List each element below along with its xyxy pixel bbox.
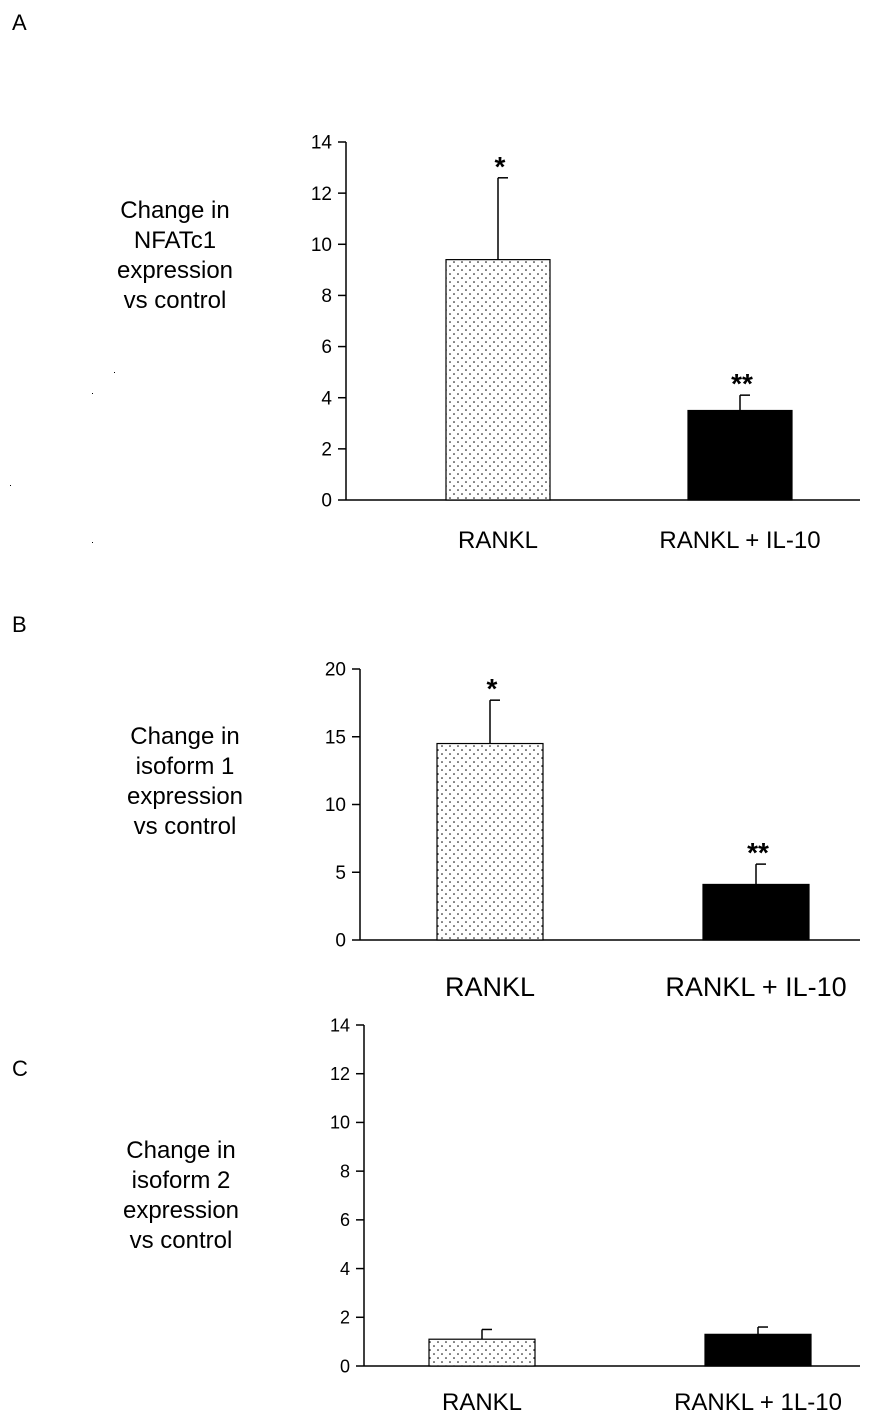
stray-mark bbox=[114, 372, 115, 373]
chart-panel-c: 0 2 4 6 8 10 12 14 RANKL RANKL + 1L-10 bbox=[330, 1015, 860, 1416]
y-tick-label: 0 bbox=[321, 491, 332, 512]
bar-1 bbox=[436, 742, 544, 941]
y-axis-label-c-line-2: isoform 2 bbox=[131, 1167, 231, 1194]
y-axis-label-a-line-4: vs control bbox=[123, 287, 227, 314]
y-tick-label: 4 bbox=[340, 1259, 350, 1279]
y-tick-label: 12 bbox=[311, 184, 332, 205]
y-tick-label: 0 bbox=[335, 931, 346, 952]
y-axis-label-b-line-4: vs control bbox=[133, 813, 237, 840]
y-axis-label-c-line-3: expression bbox=[122, 1197, 240, 1224]
y-tick-label: 2 bbox=[321, 440, 332, 461]
bar-2 bbox=[687, 409, 793, 501]
y-tick-label: 15 bbox=[325, 727, 346, 748]
y-tick-label: 10 bbox=[325, 795, 346, 816]
chart-panel-a: 0 2 4 6 8 10 12 14 * RANKL ** RANKL + IL-10 bbox=[311, 133, 860, 554]
y-tick-label: 12 bbox=[330, 1064, 350, 1084]
y-axis-label-a-line-3: expression bbox=[116, 257, 234, 284]
y-tick-label: 14 bbox=[311, 133, 333, 154]
significance-marker: ** bbox=[731, 368, 753, 399]
panel-letter-b: B bbox=[12, 612, 27, 637]
y-tick-label: 4 bbox=[321, 388, 332, 409]
panel-letter-a: A bbox=[12, 10, 27, 35]
significance-marker: ** bbox=[747, 837, 769, 868]
y-tick-label: 6 bbox=[321, 337, 332, 358]
y-axis-label-c: Change in isoform 2 expression vs contro… bbox=[86, 1136, 276, 1256]
y-tick-label: 5 bbox=[335, 863, 346, 884]
panel-letter-c: C bbox=[12, 1056, 28, 1081]
x-tick-label: RANKL bbox=[458, 527, 538, 554]
stray-mark bbox=[92, 542, 93, 543]
y-axis-label-c-line-4: vs control bbox=[129, 1227, 233, 1254]
x-tick-label: RANKL bbox=[442, 1389, 522, 1416]
y-tick-label: 14 bbox=[330, 1015, 350, 1035]
x-tick-label: RANKL + IL-10 bbox=[665, 972, 846, 1002]
y-tick-label: 8 bbox=[340, 1161, 350, 1181]
bar-1 bbox=[445, 259, 551, 501]
bar-2 bbox=[702, 883, 810, 941]
stray-mark bbox=[92, 393, 93, 394]
x-tick-label: RANKL + 1L-10 bbox=[674, 1389, 842, 1416]
y-axis-label-b-line-2: isoform 1 bbox=[135, 753, 235, 780]
y-axis-label-a-line-1: Change in bbox=[120, 197, 230, 224]
x-tick-label: RANKL bbox=[445, 972, 535, 1002]
y-tick-label: 2 bbox=[340, 1308, 350, 1328]
stray-mark bbox=[10, 485, 11, 486]
x-tick-label: RANKL + IL-10 bbox=[659, 527, 820, 554]
significance-marker: * bbox=[487, 673, 498, 704]
y-axis-label-c-line-1: Change in bbox=[126, 1137, 236, 1164]
y-tick-label: 8 bbox=[321, 286, 332, 307]
y-axis-label-a-line-2: NFATc1 bbox=[133, 227, 217, 254]
y-axis-label-b-line-3: expression bbox=[126, 783, 244, 810]
y-tick-label: 10 bbox=[330, 1113, 350, 1133]
significance-marker: * bbox=[495, 151, 506, 182]
y-axis-label-a: Change in NFATc1 expression vs control bbox=[80, 196, 270, 316]
y-tick-label: 0 bbox=[340, 1356, 350, 1376]
y-axis-label-b: Change in isoform 1 expression vs contro… bbox=[90, 722, 280, 842]
y-tick-label: 20 bbox=[325, 660, 346, 681]
y-tick-label: 6 bbox=[340, 1210, 350, 1230]
chart-panel-b: 0 5 10 15 20 * RANKL ** RANKL + IL-10 bbox=[325, 660, 860, 1002]
bar-1 bbox=[428, 1338, 536, 1367]
y-axis-label-b-line-1: Change in bbox=[130, 723, 240, 750]
bar-2 bbox=[704, 1333, 812, 1367]
y-tick-label: 10 bbox=[311, 235, 332, 256]
